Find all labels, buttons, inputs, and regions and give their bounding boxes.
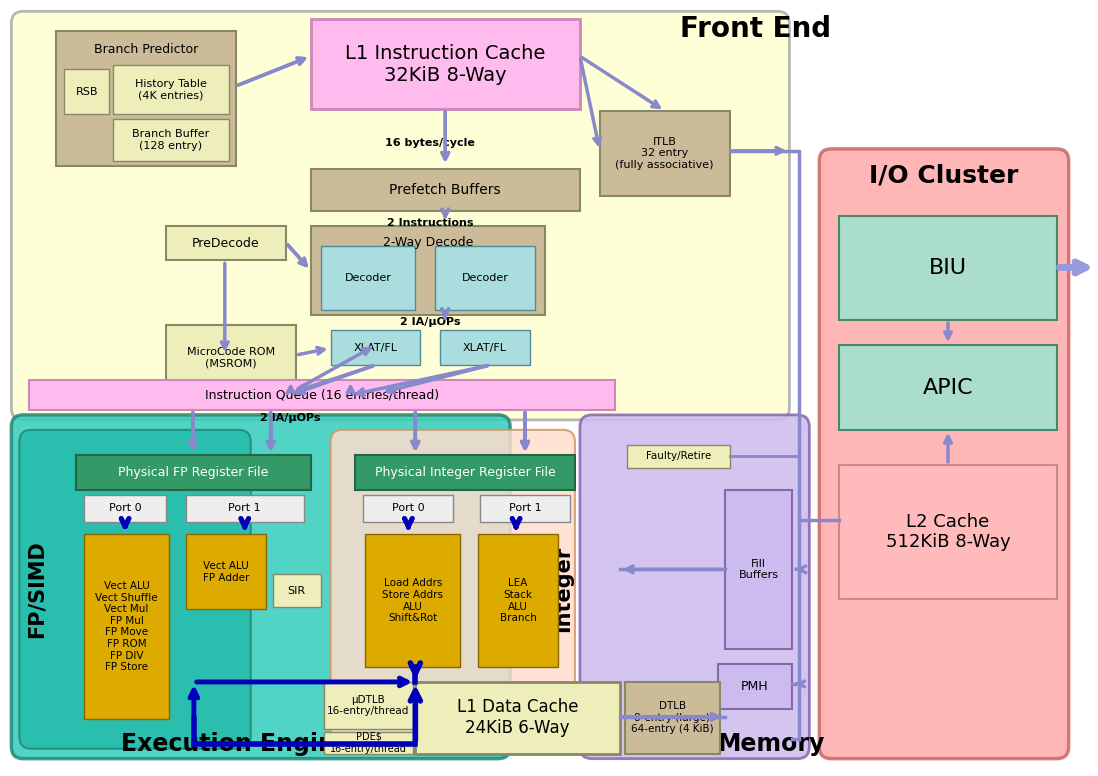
- Text: ITLB
32 entry
(fully associative): ITLB 32 entry (fully associative): [616, 137, 714, 170]
- Text: BIU: BIU: [929, 258, 967, 278]
- Bar: [85, 535, 169, 719]
- Text: L1 Data Cache
24KiB 6-Way: L1 Data Cache 24KiB 6-Way: [457, 698, 579, 737]
- Text: APIC: APIC: [922, 377, 973, 397]
- Text: SIR: SIR: [288, 586, 305, 596]
- Text: I/O Cluster: I/O Cluster: [870, 164, 1019, 188]
- Text: 2 Instructions: 2 Instructions: [388, 217, 473, 227]
- Text: Vect ALU
FP Adder: Vect ALU FP Adder: [203, 561, 249, 583]
- Text: Physical Integer Register File: Physical Integer Register File: [374, 466, 556, 479]
- Text: Port 0: Port 0: [109, 503, 142, 513]
- Text: Execution Engine: Execution Engine: [121, 732, 351, 756]
- Text: Memory: Memory: [718, 732, 825, 756]
- Text: Instruction Queue (16 entries/thread): Instruction Queue (16 entries/thread): [205, 389, 439, 401]
- Text: Decoder: Decoder: [345, 273, 391, 283]
- FancyBboxPatch shape: [11, 12, 789, 420]
- Bar: [324, 682, 413, 729]
- Bar: [479, 535, 558, 667]
- Text: History Table
(4K entries): History Table (4K entries): [135, 79, 206, 100]
- Text: RSB: RSB: [76, 87, 98, 96]
- Text: Port 1: Port 1: [508, 503, 541, 513]
- Text: Integer: Integer: [553, 546, 573, 632]
- Bar: [627, 445, 729, 468]
- Text: PMH: PMH: [741, 680, 769, 693]
- Bar: [839, 465, 1056, 599]
- Bar: [311, 169, 580, 210]
- Text: MicroCode ROM
(MSROM): MicroCode ROM (MSROM): [187, 347, 274, 369]
- FancyBboxPatch shape: [580, 415, 809, 759]
- Bar: [725, 490, 793, 649]
- Bar: [321, 245, 415, 310]
- Bar: [625, 682, 719, 753]
- Text: Branch Buffer
(128 entry): Branch Buffer (128 entry): [133, 129, 210, 151]
- FancyBboxPatch shape: [330, 430, 575, 749]
- Text: Vect ALU
Vect Shuffle
Vect Mul
FP Mul
FP Move
FP ROM
FP DIV
FP Store: Vect ALU Vect Shuffle Vect Mul FP Mul FP…: [96, 581, 158, 672]
- Text: PDE$
16-entry/thread: PDE$ 16-entry/thread: [330, 732, 407, 753]
- FancyBboxPatch shape: [819, 149, 1068, 759]
- Text: Port 0: Port 0: [392, 503, 425, 513]
- Text: Branch Predictor: Branch Predictor: [94, 43, 198, 56]
- Text: Physical FP Register File: Physical FP Register File: [119, 466, 269, 479]
- Text: Prefetch Buffers: Prefetch Buffers: [390, 182, 501, 196]
- Bar: [356, 455, 575, 490]
- Text: L2 Cache
512KiB 8-Way: L2 Cache 512KiB 8-Way: [886, 513, 1010, 552]
- FancyBboxPatch shape: [20, 430, 250, 749]
- Bar: [839, 216, 1056, 320]
- Bar: [186, 535, 266, 609]
- Text: Fill
Buffers: Fill Buffers: [739, 559, 778, 580]
- Bar: [64, 69, 109, 114]
- Bar: [76, 455, 311, 490]
- Bar: [440, 331, 530, 365]
- Text: μDTLB
16-entry/thread: μDTLB 16-entry/thread: [327, 695, 410, 716]
- Bar: [311, 226, 545, 315]
- Text: DTLB
8-entry (large)
64-entry (4 KiB): DTLB 8-entry (large) 64-entry (4 KiB): [631, 702, 714, 734]
- Text: FP/SIMD: FP/SIMD: [26, 540, 46, 638]
- Bar: [415, 682, 619, 753]
- Bar: [186, 494, 304, 521]
- Text: Load Addrs
Store Addrs
ALU
Shift&Rot: Load Addrs Store Addrs ALU Shift&Rot: [382, 578, 444, 623]
- Bar: [56, 31, 236, 166]
- Bar: [330, 331, 421, 365]
- Text: 2 IA/μOPs: 2 IA/μOPs: [400, 317, 460, 327]
- Bar: [363, 494, 453, 521]
- Text: XLAT/FL: XLAT/FL: [463, 343, 507, 352]
- Text: 2-Way Decode: 2-Way Decode: [382, 236, 473, 248]
- Text: Faulty/Retire: Faulty/Retire: [646, 452, 710, 461]
- Bar: [311, 19, 580, 109]
- Bar: [600, 111, 729, 196]
- Text: Front End: Front End: [680, 16, 831, 43]
- FancyBboxPatch shape: [11, 415, 511, 759]
- Bar: [272, 574, 321, 607]
- Bar: [839, 345, 1056, 430]
- Text: PreDecode: PreDecode: [192, 237, 259, 250]
- Text: L1 Instruction Cache
32KiB 8-Way: L1 Instruction Cache 32KiB 8-Way: [345, 43, 546, 85]
- Bar: [113, 65, 228, 114]
- Text: LEA
Stack
ALU
Branch: LEA Stack ALU Branch: [500, 578, 537, 623]
- Bar: [113, 119, 228, 161]
- Bar: [85, 494, 166, 521]
- Bar: [718, 664, 793, 708]
- Bar: [166, 226, 285, 261]
- Text: 2 IA/μOPs: 2 IA/μOPs: [260, 413, 321, 423]
- Bar: [366, 535, 460, 667]
- Bar: [480, 494, 570, 521]
- Bar: [30, 380, 615, 410]
- Bar: [435, 245, 535, 310]
- Bar: [324, 732, 413, 753]
- Text: 16 bytes/cycle: 16 bytes/cycle: [385, 138, 475, 148]
- Text: Decoder: Decoder: [462, 273, 508, 283]
- Text: XLAT/FL: XLAT/FL: [354, 343, 397, 352]
- Bar: [166, 325, 295, 390]
- Text: Port 1: Port 1: [228, 503, 261, 513]
